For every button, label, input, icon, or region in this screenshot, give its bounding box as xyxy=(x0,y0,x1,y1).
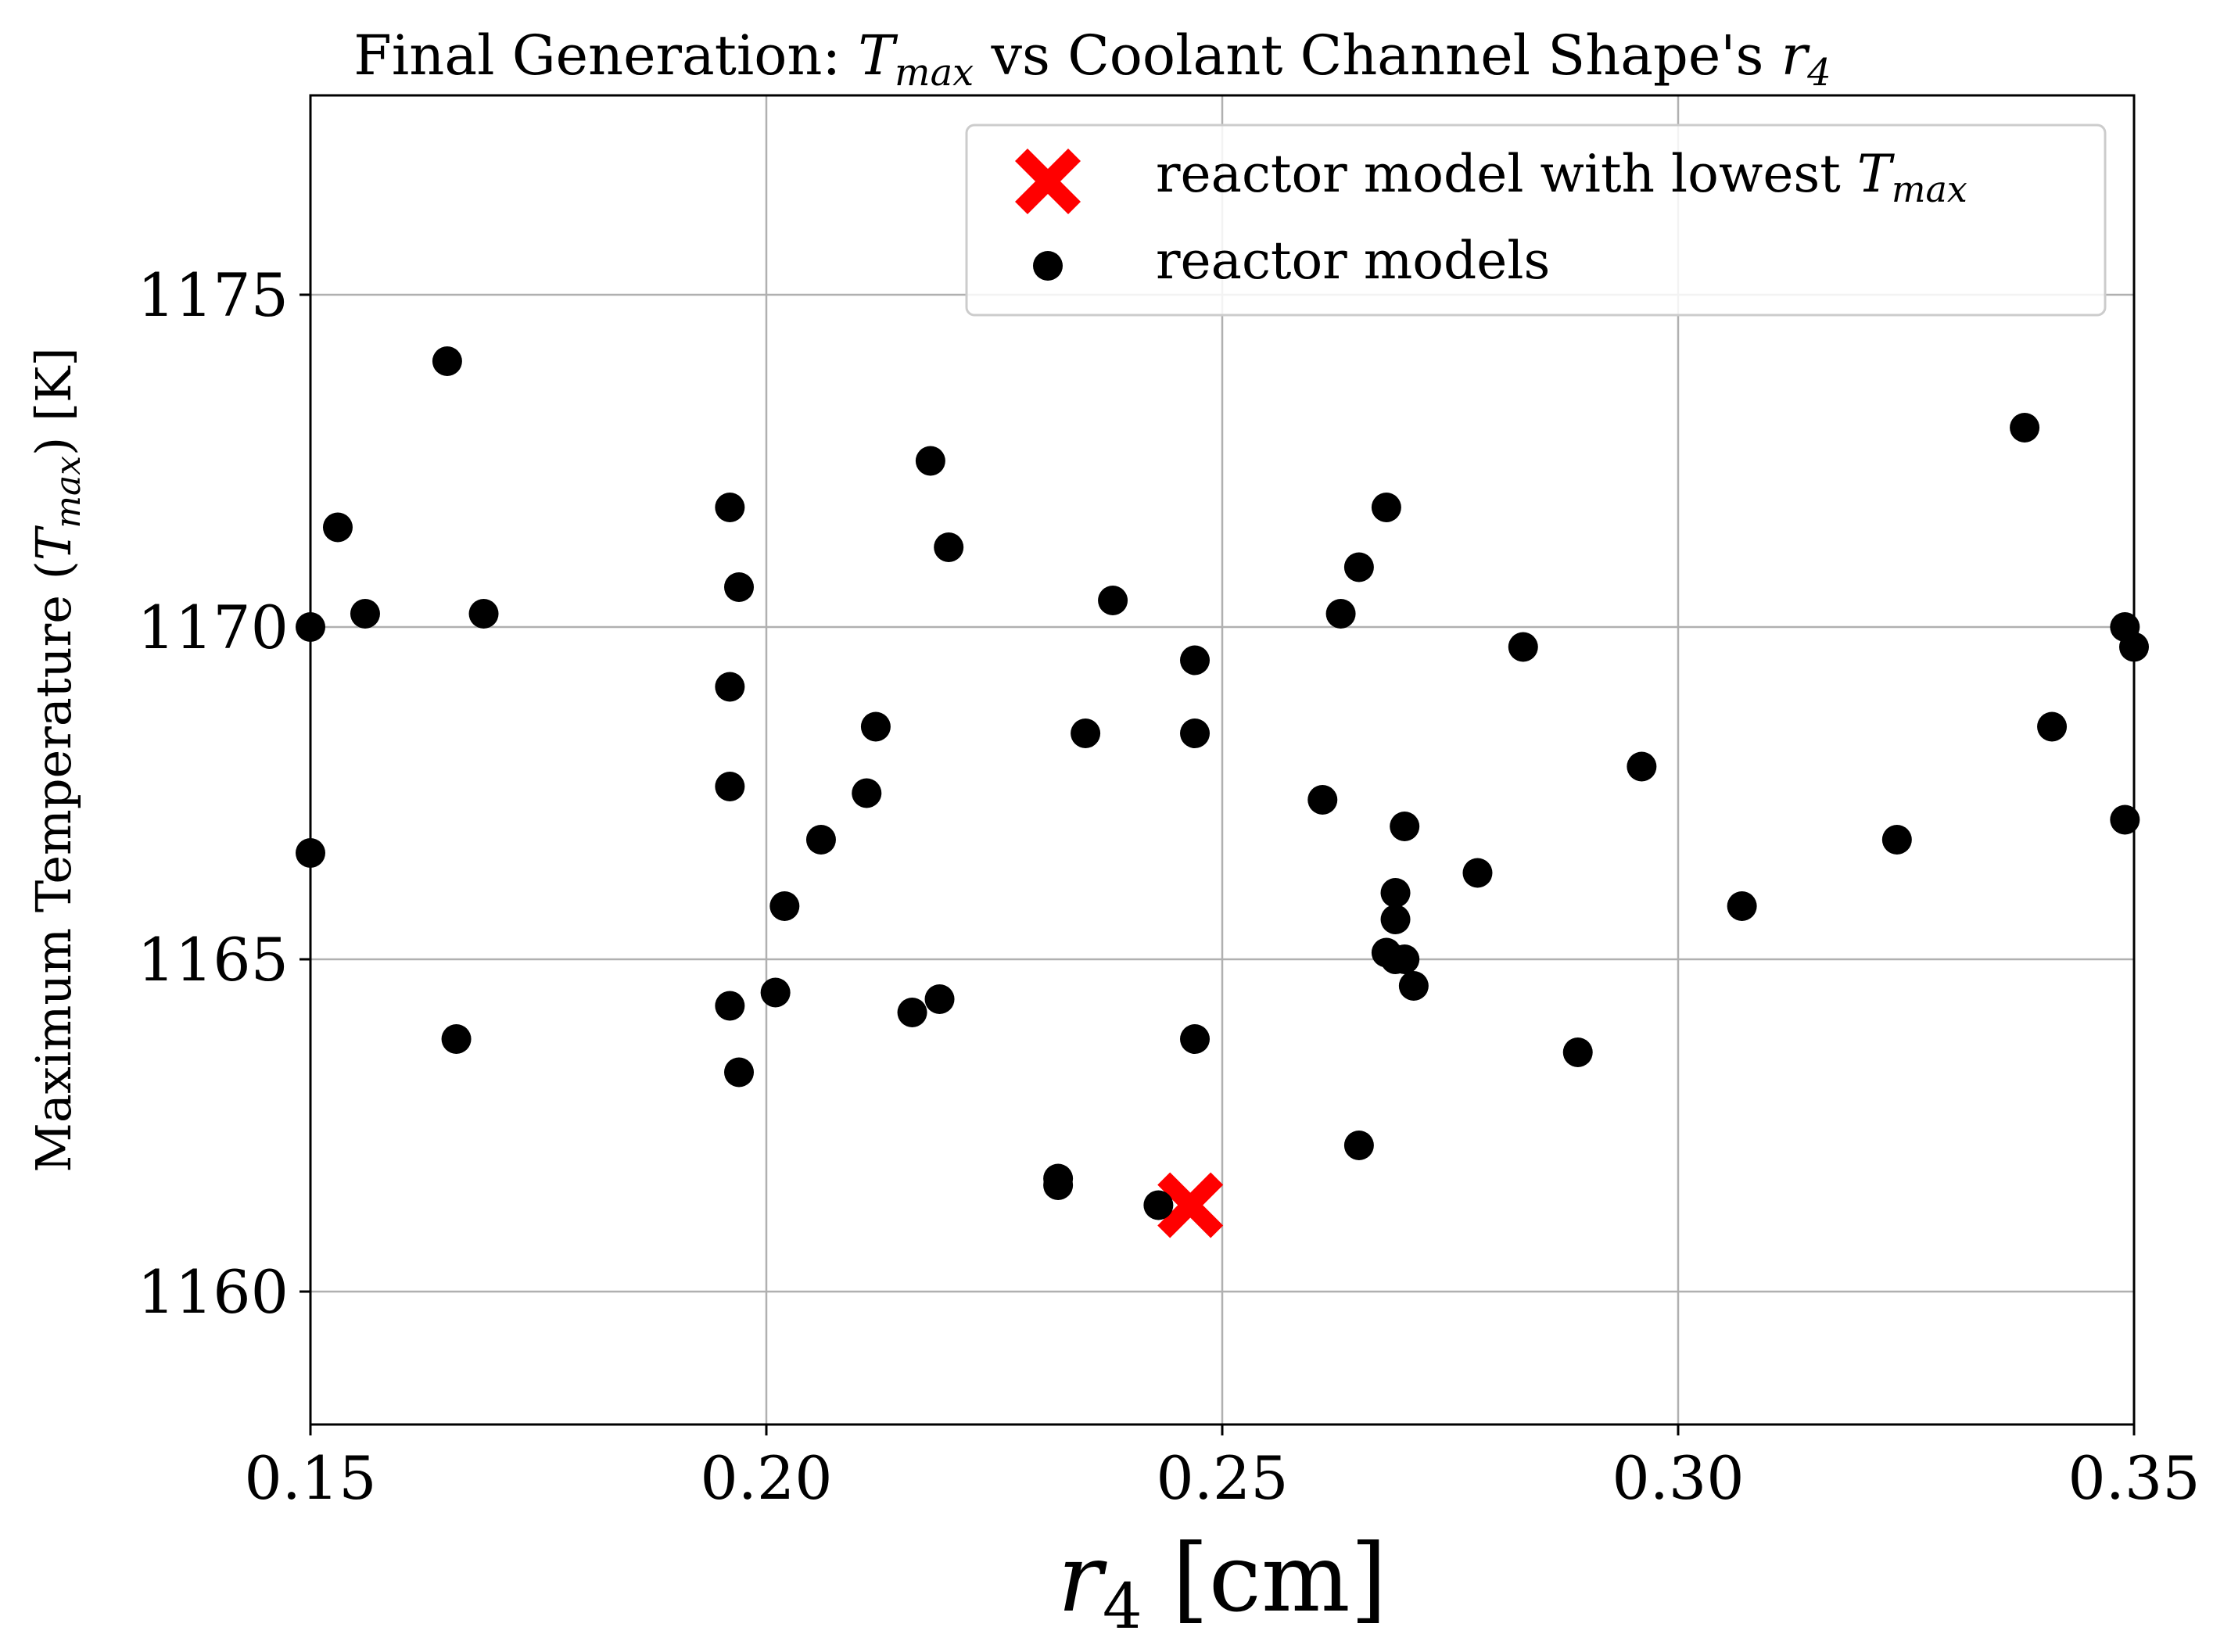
reactor-model-point xyxy=(860,711,891,742)
legend-dot-icon xyxy=(1033,251,1063,281)
reactor-model-point xyxy=(1180,1024,1211,1054)
legend-x-icon xyxy=(1015,149,1081,214)
reactor-model-point xyxy=(1627,751,1657,782)
lowest-tmax-marker xyxy=(1157,1172,1224,1238)
reactor-model-point xyxy=(1325,599,1356,629)
reactor-model-point xyxy=(1343,1131,1374,1160)
reactor-model-point xyxy=(441,1024,472,1054)
title-prefix: Final Generation: xyxy=(353,23,858,88)
reactor-model-point xyxy=(724,572,755,602)
reactor-model-point xyxy=(1343,552,1374,582)
reactor-model-point xyxy=(1881,825,1912,855)
reactor-model-point xyxy=(432,346,462,376)
reactor-model-point xyxy=(1727,891,1757,921)
x-tick-label: 0.35 xyxy=(2068,1443,2200,1513)
legend-label-lowest-prefix: reactor model with lowest xyxy=(1156,144,1857,204)
xlabel-unit: [cm] xyxy=(1142,1525,1387,1633)
reactor-model-point xyxy=(468,599,499,629)
xlabel-subscript: 4 xyxy=(1103,1570,1142,1643)
reactor-model-point xyxy=(715,493,745,522)
x-tick-label: 0.15 xyxy=(244,1443,376,1513)
legend-label-models: reactor models xyxy=(1156,231,1550,291)
reactor-model-point xyxy=(1462,858,1493,888)
reactor-model-point xyxy=(924,984,955,1014)
reactor-model-point xyxy=(1071,718,1101,748)
title-t-subscript: max xyxy=(895,51,974,95)
reactor-model-point xyxy=(1380,905,1411,934)
title-r-subscript: 4 xyxy=(1806,51,1831,95)
legend-label-lowest: reactor model with lowest Tmax xyxy=(1156,144,1967,210)
reactor-model-point xyxy=(2010,413,2040,443)
reactor-model-point xyxy=(852,778,882,808)
title-middle: vs Coolant Channel Shape's xyxy=(974,23,1781,88)
reactor-model-point xyxy=(715,991,745,1021)
reactor-model-point xyxy=(897,998,927,1027)
reactor-model-point xyxy=(1043,1170,1074,1200)
ylabel-prefix: Maximum Temperature ( xyxy=(25,561,82,1173)
x-tick-label: 0.30 xyxy=(1612,1443,1744,1513)
reactor-model-point xyxy=(2110,804,2140,835)
reactor-model-point xyxy=(1180,645,1211,675)
chart-title: Final Generation: Tmax vs Coolant Channe… xyxy=(353,23,1831,95)
reactor-model-point xyxy=(1371,493,1401,522)
ylabel-symbol: T xyxy=(25,525,82,561)
x-tick-label: 0.20 xyxy=(700,1443,832,1513)
reactor-model-point xyxy=(769,891,800,921)
reactor-model-point xyxy=(1098,586,1128,615)
xlabel-symbol: r xyxy=(1057,1525,1107,1633)
legend: reactor model with lowest Tmax reactor m… xyxy=(965,124,2107,317)
reactor-model-point xyxy=(1508,632,1538,662)
reactor-model-point xyxy=(805,825,836,855)
legend-dot-marker xyxy=(1033,251,1063,281)
legend-label-lowest-symbol: T xyxy=(1857,144,1896,204)
reactor-model-point xyxy=(715,772,745,801)
reactor-model-point xyxy=(1143,1190,1174,1220)
y-tick-label: 1170 xyxy=(138,593,289,662)
reactor-model-point xyxy=(760,977,791,1008)
reactor-model-point xyxy=(1390,812,1420,841)
reactor-model-point xyxy=(934,532,964,562)
reactor-model-point xyxy=(1562,1037,1593,1067)
reactor-model-point xyxy=(2037,711,2068,742)
ylabel-suffix: ) [K] xyxy=(25,347,82,456)
title-r-symbol: r xyxy=(1781,23,1810,88)
reactor-model-point xyxy=(1180,718,1211,748)
reactor-model-point xyxy=(1307,785,1338,815)
y-tick-label: 1175 xyxy=(138,260,289,330)
y-tick-label: 1160 xyxy=(138,1257,289,1327)
ylabel-subscript: max xyxy=(48,456,88,529)
axis-ticks: 0.15 0.20 0.25 0.30 0.35 1160 1165 1170 1175 xyxy=(138,260,2201,1513)
legend-x-marker xyxy=(1015,149,1081,214)
reactor-model-point xyxy=(1390,944,1420,974)
y-axis-label: Maximum Temperature (Tmax) [K] xyxy=(25,347,88,1172)
legend-box xyxy=(965,124,2107,317)
reactor-model-point xyxy=(1398,971,1429,1001)
reactor-model-point xyxy=(350,599,380,629)
reactor-model-point xyxy=(1380,878,1411,908)
y-tick-label: 1165 xyxy=(138,925,289,994)
x-axis-label: r4 [cm] xyxy=(1057,1525,1386,1643)
reactor-model-point xyxy=(724,1057,755,1088)
title-t-symbol: T xyxy=(858,23,898,88)
legend-label-lowest-subscript: max xyxy=(1892,168,1967,210)
reactor-model-point xyxy=(715,672,745,702)
reactor-model-point xyxy=(915,446,945,476)
x-tick-label: 0.25 xyxy=(1156,1443,1288,1513)
reactor-model-point xyxy=(322,512,353,543)
